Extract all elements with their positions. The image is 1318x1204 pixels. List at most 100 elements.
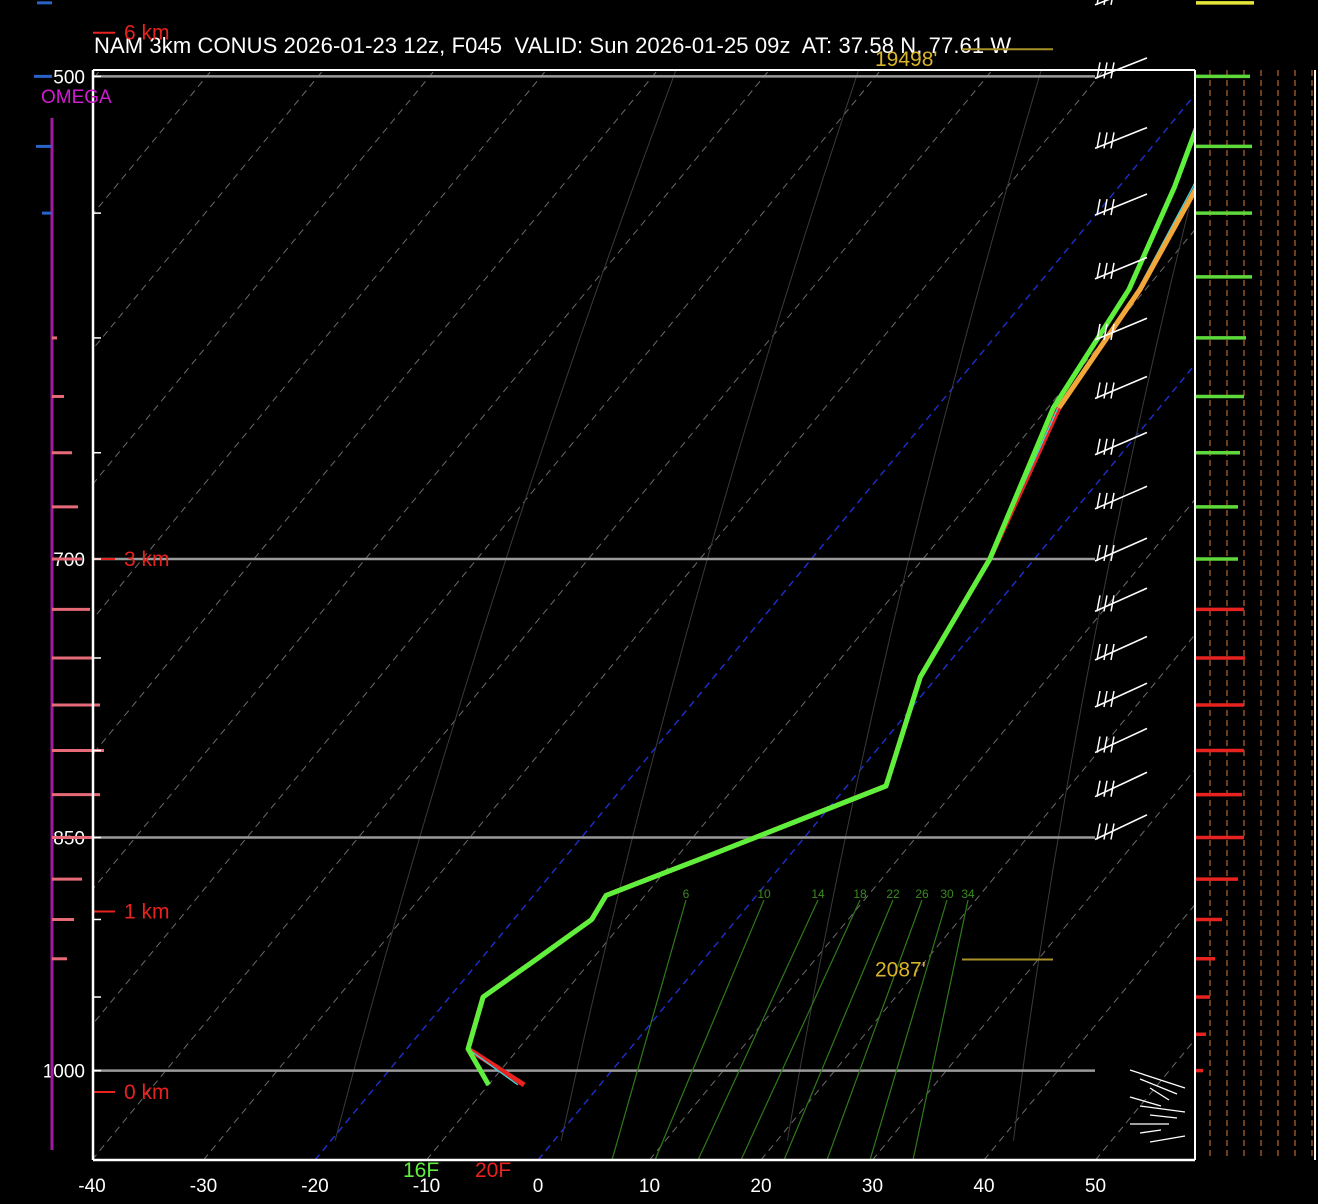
barb-flag [1110,595,1115,612]
surface-wind-barb [1149,1087,1170,1101]
height-label: 0 km [124,1081,170,1104]
barb-staff [1094,256,1148,280]
barb-flag [1096,132,1101,149]
mixing-ratio-line [826,899,923,1160]
barb-flag [1096,595,1101,612]
temperature-tick-label: 0 [533,1176,544,1197]
barb-staff [1094,537,1148,562]
mixing-ratio-label: 6 [683,887,690,901]
surface-wind-barb [1149,1135,1186,1143]
barb-flag [1096,0,1099,5]
isotherm [93,70,324,350]
barb-flag [1096,323,1101,341]
level-annotation: 2087' [875,959,926,982]
barb-flag [1110,823,1115,840]
barb-flag [1103,492,1108,509]
barb-flag [1110,262,1115,280]
barb-staff [1094,727,1148,754]
barb-flag [1110,0,1113,5]
mixing-ratio-line [697,899,819,1160]
barb-staff [1094,485,1148,510]
barb-flag [1096,736,1101,753]
isotherm [649,498,1195,1160]
barb-flag [1110,132,1115,149]
isotherm [1207,70,1318,1160]
mixing-ratio-lines: 6 10 14 18 22 26 30 34 [611,887,975,1160]
isotherm [872,768,1195,1160]
wind-barb [1094,431,1148,456]
barb-staff [1094,771,1148,798]
mixing-ratio-label: 18 [853,887,867,901]
barb-flag [1103,823,1108,840]
temperature-profile [465,184,1195,1088]
barb-flag [1096,382,1101,399]
height-label: 1 km [124,900,170,923]
dry-adiabat [560,70,860,1141]
dry-adiabat [1240,0,1318,1141]
mixing-ratio-label: 14 [811,887,825,901]
surface-wind-barb [1129,1069,1186,1089]
dewpoint-profile [465,124,1195,1087]
barb-staff [1094,635,1148,661]
surface-temperature-label: 20F [475,1159,511,1182]
dry-adiabat [334,70,677,1141]
wind-barb [1094,317,1148,341]
surface-wind-barb [1149,1114,1178,1119]
level-annotation: 19498' [875,48,937,71]
barb-flag [1096,262,1101,280]
wind-barb [1094,375,1148,400]
barb-staff [1094,57,1148,80]
mixing-ratio-line [869,899,948,1160]
height-label: 6 km [124,22,170,45]
isotherm [93,70,659,755]
wind-barb [1094,727,1148,754]
surface-dewpoint-label: 16F [403,1159,439,1182]
isotherm [203,70,1105,1160]
wind-barb [1094,537,1148,562]
barb-staff [1094,0,1110,6]
mixing-ratio-line [912,899,969,1160]
barb-flag [1103,262,1108,280]
wind-barb [1094,587,1148,613]
barb-staff [1094,193,1148,216]
barb-flag [1110,492,1115,509]
isotherm [93,70,547,620]
barb-flag [1103,198,1108,216]
isotherm [983,903,1195,1160]
dry-adiabat [786,70,1042,1141]
level-annotations: 15 km12 km9 km6 km3 km1 km0 km19498'2087… [93,22,1053,1104]
barb-flag [1096,492,1101,509]
omega-label: OMEGA [41,87,112,108]
isotherm [93,70,993,1160]
barb-flag [1096,544,1101,562]
barb-staff [1094,317,1148,341]
barb-flag [1096,198,1101,216]
surface-wind-barb [1139,1078,1178,1095]
barb-flag [1103,382,1108,399]
barb-staff [1094,682,1148,708]
barb-flag [1110,780,1115,797]
barb-flag [1103,0,1106,5]
temperature-tick-label: 10 [639,1176,660,1197]
wind-barb [1094,771,1148,798]
temperature-tick-label: -20 [301,1176,328,1197]
wind-barbs [1094,0,1186,1143]
barb-flag [1103,780,1108,797]
barb-flag [1103,595,1108,612]
chart-title: NAM 3km CONUS 2026-01-23 12z, F045 VALID… [94,33,1012,58]
wind-barb [1094,635,1148,661]
mixing-ratio-label: 30 [940,887,954,901]
pressure-tick-label: 500 [53,67,85,88]
barb-flag [1103,690,1108,708]
barb-flag [1096,780,1101,797]
isotherm [426,228,1195,1160]
isotherm [93,70,101,80]
barb-staff [1094,431,1148,456]
barb-flag [1103,544,1108,562]
barb-flag [1103,736,1108,753]
temperature-tick-label: 30 [862,1176,883,1197]
dry-adiabat [1013,181,1195,1141]
barb-flag [1110,690,1115,708]
barb-flag [1110,382,1115,399]
